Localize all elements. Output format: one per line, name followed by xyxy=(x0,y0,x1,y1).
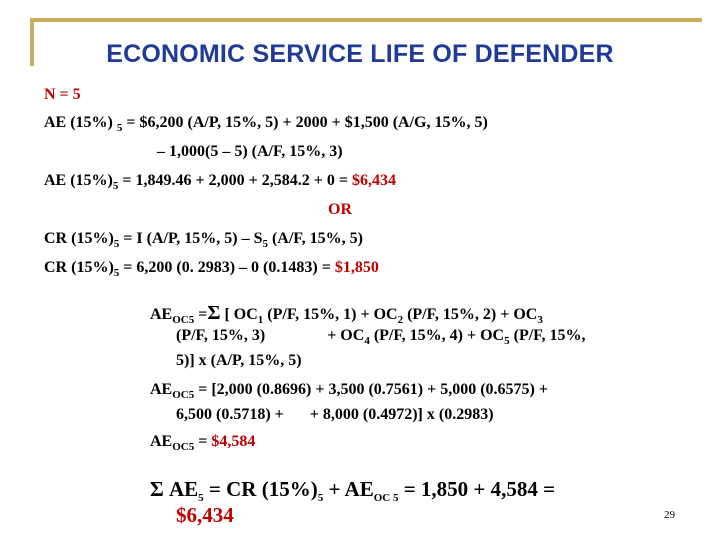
aeoc-result: $4,584 xyxy=(211,433,256,450)
page-number: 29 xyxy=(664,509,675,521)
aeoc-equation-2-cont: 6,500 (0.5718) + + 8,000 (0.4972)] x (0.2… xyxy=(176,406,494,423)
aeoc-equation-1-cont1: (P/F, 15%, 3) + OC4 (P/F, 15%, 4) + OC5 (… xyxy=(176,327,586,348)
aeoc-equation-1: AEOC5 =Σ [ OC1 (P/F, 15%, 1) + OC2 (P/F,… xyxy=(150,302,543,327)
frame-left-border xyxy=(30,18,34,66)
frame-top-border xyxy=(30,18,702,22)
final-result: $6,434 xyxy=(176,503,234,527)
aeoc-equation-1-cont2: 5)] x (A/P, 15%, 5) xyxy=(176,352,302,369)
aeoc-equation-2: AEOC5 = [2,000 (0.8696) + 3,500 (0.7561)… xyxy=(150,381,548,402)
cr-equation-2: CR (15%)5 = 6,200 (0. 2983) – 0 (0.1483)… xyxy=(44,259,379,280)
final-equation: Σ AE5 = CR (15%)5 + AEOC 5 = 1,850 + 4,5… xyxy=(150,477,556,505)
ae-result: $6,434 xyxy=(351,172,396,189)
ae-equation-1: AE (15%) 5 = $6,200 (A/P, 15%, 5) + 2000… xyxy=(44,114,488,135)
n-value: N = 5 xyxy=(44,86,81,103)
ae-equation-2: AE (15%)5 = 1,849.46 + 2,000 + 2,584.2 +… xyxy=(44,172,396,193)
ae-equation-1-cont: – 1,000(5 – 5) (A/F, 15%, 3) xyxy=(157,143,343,160)
sigma-symbol: Σ xyxy=(150,477,164,501)
slide-title: ECONOMIC SERVICE LIFE OF DEFENDER xyxy=(106,40,614,68)
sigma-symbol: Σ xyxy=(207,302,221,324)
cr-equation-1: CR (15%)5 = I (A/P, 15%, 5) – S5 (A/F, 1… xyxy=(44,230,363,251)
aeoc-equation-3: AEOC5 = $4,584 xyxy=(150,433,256,454)
cr-result: $1,850 xyxy=(334,259,379,276)
or-label: OR xyxy=(328,201,352,218)
